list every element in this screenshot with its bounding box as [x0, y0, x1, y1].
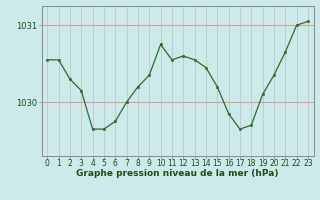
X-axis label: Graphe pression niveau de la mer (hPa): Graphe pression niveau de la mer (hPa) [76, 169, 279, 178]
